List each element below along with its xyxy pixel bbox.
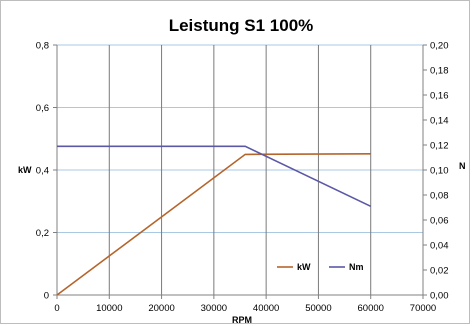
x-tick-label: 30000 [201, 303, 227, 314]
y-right-axis-label: N [459, 161, 466, 171]
x-tick-label: 60000 [358, 303, 384, 314]
y-left-tick-label: 0,6 [36, 103, 49, 114]
y-left-tick-label: 0,4 [36, 166, 49, 177]
plot-lines [56, 145, 372, 296]
y-right-tick-label: 0,18 [430, 66, 449, 77]
grid [57, 44, 423, 295]
y-right-tick-label: 0,06 [430, 216, 449, 227]
x-tick-label: 50000 [305, 303, 331, 314]
x-axis-label: RPM [232, 315, 252, 325]
y-right-tick-label: 0,16 [430, 91, 449, 102]
y-right-tick-label: 0,04 [430, 241, 449, 252]
y-left-tick-label: 0 [44, 291, 49, 302]
x-tick-label: 40000 [253, 303, 279, 314]
tick-labels: 0 10000 20000 30000 40000 50000 60000 70000 0 0,2… [36, 41, 449, 315]
legend-label-nm: Nm [349, 262, 364, 272]
series-line-kw [56, 153, 371, 296]
x-tick-label: 0 [54, 303, 59, 314]
legend-label-kw: kW [297, 262, 311, 272]
y-left-tick-label: 0,2 [36, 228, 49, 239]
y-right-tick-label: 0,10 [430, 166, 449, 177]
y-right-tick-label: 0,14 [430, 116, 449, 127]
y-right-tick-label: 0,08 [430, 191, 449, 202]
x-tick-label: 10000 [96, 303, 122, 314]
y-left-tick-label: 0,8 [36, 41, 49, 52]
legend: kW Nm [277, 262, 364, 272]
chart-title: Leistung S1 100% [169, 16, 314, 35]
x-tick-label: 20000 [148, 303, 174, 314]
y-right-tick-label: 0,00 [430, 291, 449, 302]
y-left-axis-label: kW [18, 165, 32, 175]
y-right-tick-label: 0,02 [430, 266, 449, 277]
x-tick-label: 70000 [410, 303, 436, 314]
y-right-tick-label: 0,20 [430, 41, 449, 52]
axes [53, 44, 427, 299]
series-line-nm [57, 145, 372, 208]
y-right-tick-label: 0,12 [430, 141, 449, 152]
